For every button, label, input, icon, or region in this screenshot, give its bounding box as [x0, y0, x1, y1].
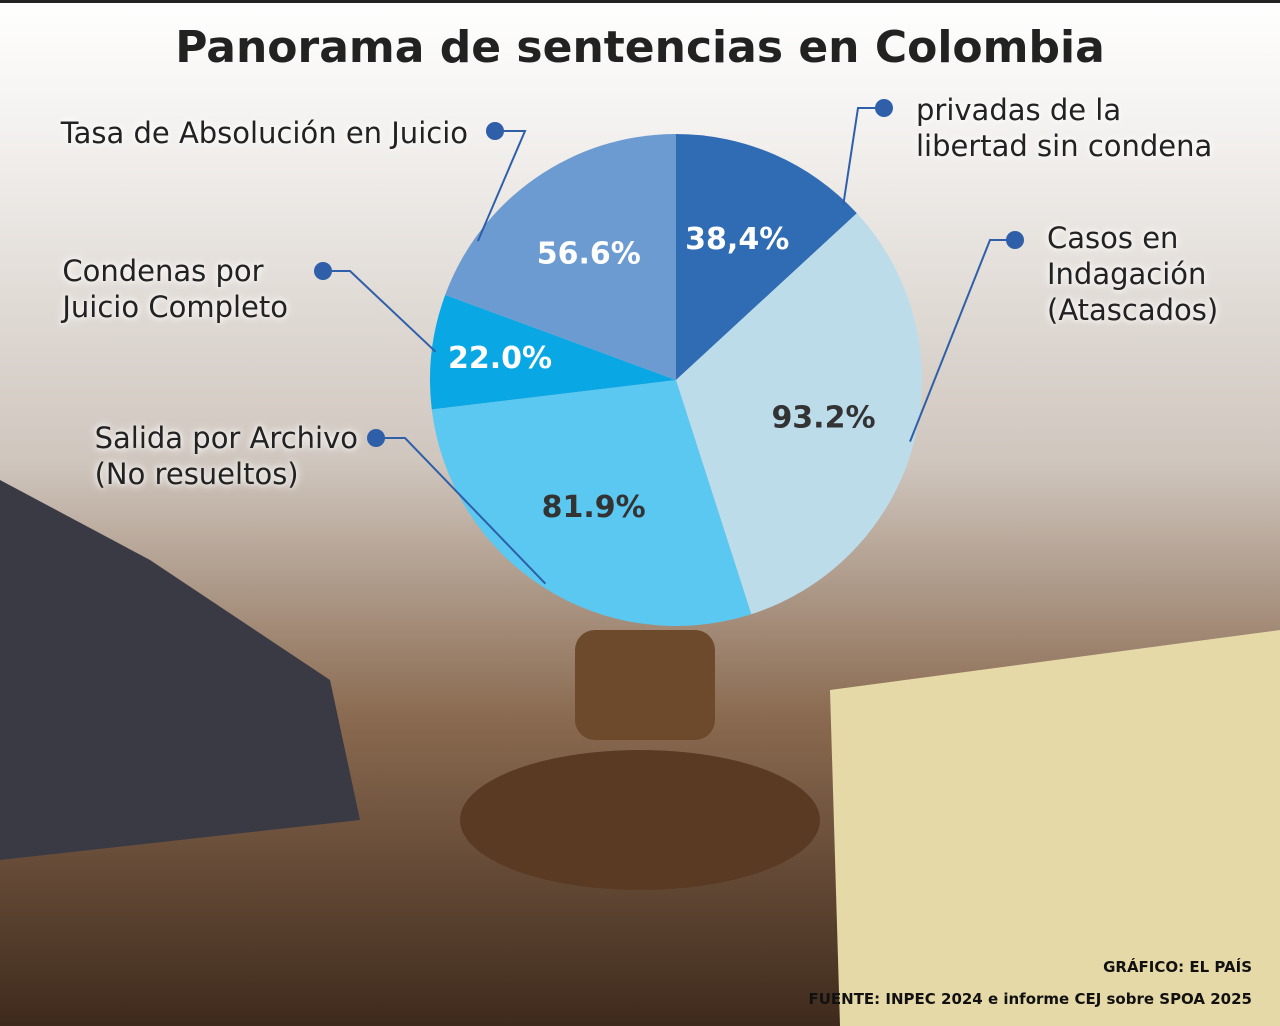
pie-slice — [429, 294, 676, 410]
pie-slice — [676, 213, 922, 615]
leader-line — [477, 130, 527, 242]
top-rule — [0, 0, 1280, 3]
pie-slice — [676, 134, 857, 380]
chart-title: Panorama de sentencias en Colombia — [175, 22, 1105, 73]
pie-slice — [445, 134, 676, 380]
category-label: Casos en Indagación (Atascados) — [1047, 221, 1219, 327]
source: FUENTE: INPEC 2024 e informe CEJ sobre S… — [808, 990, 1252, 1008]
leader-dot — [1006, 231, 1024, 249]
gavel-photo — [575, 630, 715, 740]
category-label: Salida por Archivo (No resueltos) — [94, 421, 358, 491]
leader-dot — [486, 122, 504, 140]
category-label: Tasa de Absolución en Juicio — [60, 116, 468, 150]
category-label: Condenas por Juicio Completo — [62, 254, 288, 324]
leader-dot — [875, 99, 893, 117]
leader-line — [376, 437, 547, 585]
leader-dot — [367, 429, 385, 447]
value-label: 22.0% — [448, 341, 552, 376]
pie-slice — [431, 380, 752, 626]
value-label: 81.9% — [542, 490, 646, 525]
arm-photo — [0, 480, 360, 860]
category-label: privadas de la libertad sin condena — [916, 93, 1213, 163]
value-label: 93.2% — [771, 400, 875, 435]
leader-dot — [314, 262, 332, 280]
document-photo — [830, 630, 1280, 1026]
value-label: 38,4% — [685, 222, 789, 257]
value-label: 56.6% — [537, 236, 641, 271]
gavel-block-photo — [460, 750, 820, 890]
credit: GRÁFICO: EL PAÍS — [1103, 958, 1252, 976]
